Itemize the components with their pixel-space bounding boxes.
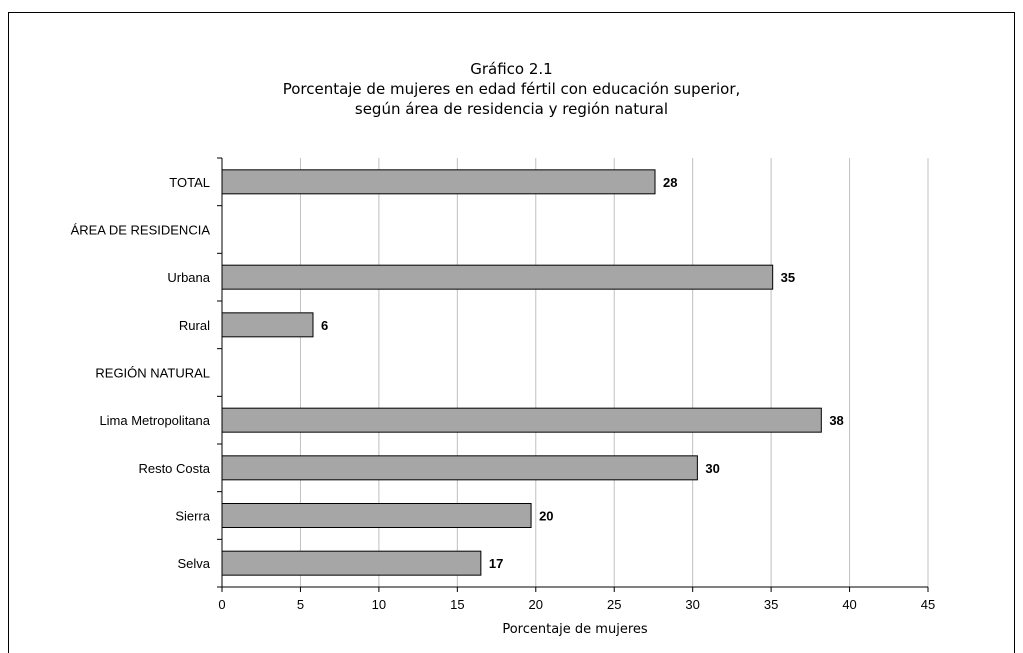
bar — [222, 456, 697, 480]
x-tick-label: 0 — [218, 597, 225, 612]
bar — [222, 313, 313, 337]
bar — [222, 408, 821, 432]
category-label: Resto Costa — [138, 461, 210, 476]
category-label: TOTAL — [169, 175, 210, 190]
bar — [222, 170, 655, 194]
x-tick-label: 35 — [764, 597, 778, 612]
x-tick-label: 40 — [842, 597, 856, 612]
data-label: 35 — [781, 270, 795, 285]
category-label: Lima Metropolitana — [99, 413, 210, 428]
x-tick-label: 10 — [372, 597, 386, 612]
data-label: 20 — [539, 509, 553, 524]
x-tick-label: 45 — [921, 597, 935, 612]
data-label: 30 — [705, 461, 719, 476]
x-tick-label: 20 — [529, 597, 543, 612]
x-axis-label: Porcentaje de mujeres — [502, 622, 648, 637]
category-label: Urbana — [167, 270, 210, 285]
data-label: 17 — [489, 556, 503, 571]
category-label: Rural — [179, 318, 210, 333]
x-tick-label: 25 — [607, 597, 621, 612]
category-label: REGIÓN NATURAL — [95, 366, 210, 381]
x-tick-label: 30 — [685, 597, 699, 612]
data-label: 28 — [663, 175, 677, 190]
x-tick-label: 5 — [297, 597, 304, 612]
data-label: 6 — [321, 318, 328, 333]
x-tick-label: 15 — [450, 597, 464, 612]
bar — [222, 504, 531, 528]
category-label: Selva — [177, 556, 210, 571]
category-label: ÁREA DE RESIDENCIA — [71, 223, 211, 238]
category-label: Sierra — [175, 509, 210, 524]
bar — [222, 551, 481, 575]
data-label: 38 — [829, 413, 843, 428]
bar — [222, 265, 773, 289]
